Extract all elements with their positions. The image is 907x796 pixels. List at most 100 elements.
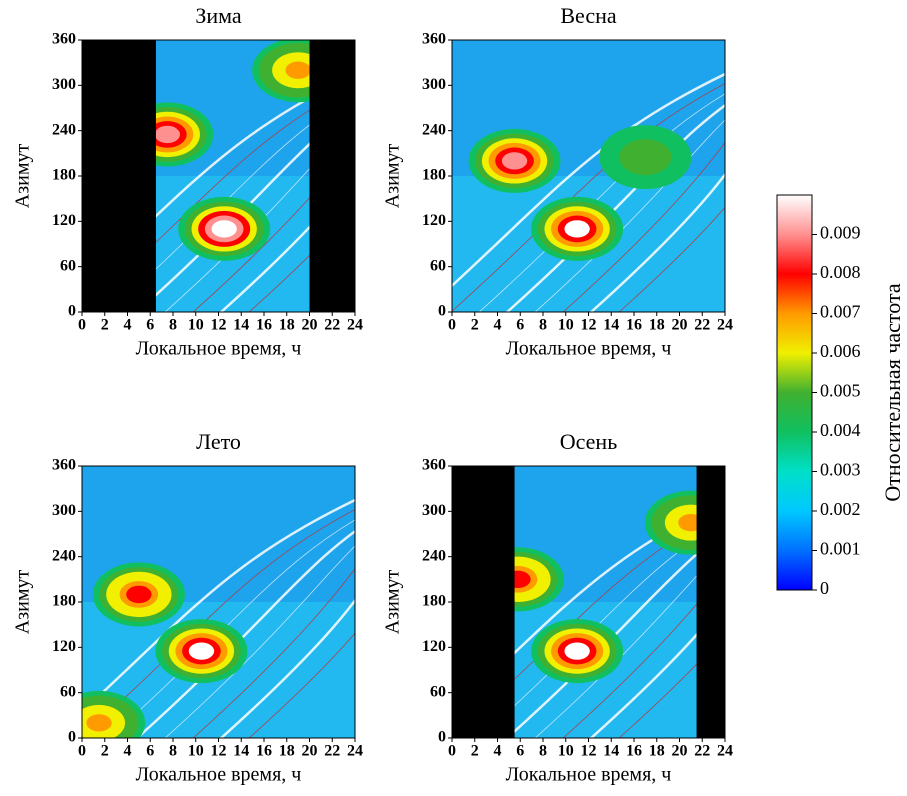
x-tick-label: 4 <box>494 743 502 760</box>
plot-area <box>452 40 725 312</box>
peak <box>126 585 152 604</box>
panel-title: Зима <box>195 3 242 28</box>
contour <box>248 206 355 312</box>
y-tick-label: 360 <box>422 457 446 474</box>
y-tick-label: 300 <box>52 502 76 519</box>
x-tick-label: 8 <box>539 317 547 334</box>
peak <box>154 125 180 144</box>
x-tick-label: 24 <box>717 743 733 760</box>
x-tick-label: 8 <box>539 743 547 760</box>
x-tick-label: 2 <box>101 317 109 334</box>
y-axis-label: Азимут <box>382 570 404 635</box>
x-tick-label: 8 <box>169 743 177 760</box>
contour <box>452 83 725 312</box>
x-tick-label: 24 <box>347 317 363 334</box>
peak <box>285 61 311 79</box>
x-tick-label: 0 <box>78 743 86 760</box>
contour <box>248 632 355 738</box>
y-tick-label: 60 <box>60 257 76 274</box>
panel-title: Весна <box>560 3 617 28</box>
y-tick-label: 120 <box>52 638 76 655</box>
contour <box>192 568 355 738</box>
y-tick-label: 0 <box>68 303 76 320</box>
x-tick-label: 16 <box>626 317 642 334</box>
y-tick-label: 0 <box>438 303 446 320</box>
x-tick-label: 6 <box>146 743 154 760</box>
x-tick-label: 12 <box>211 317 227 334</box>
x-tick-label: 10 <box>188 317 204 334</box>
y-tick-label: 240 <box>52 121 76 138</box>
x-tick-label: 18 <box>649 317 665 334</box>
y-tick-label: 120 <box>422 638 446 655</box>
x-tick-label: 12 <box>581 317 597 334</box>
plot-area <box>82 40 355 312</box>
x-tick-label: 6 <box>516 317 524 334</box>
peak <box>501 152 528 170</box>
x-tick-label: 18 <box>649 743 665 760</box>
x-tick-label: 10 <box>558 743 574 760</box>
x-tick-label: 18 <box>279 317 295 334</box>
x-tick-label: 10 <box>558 317 574 334</box>
panel-title: Лето <box>196 429 241 454</box>
x-tick-label: 12 <box>211 743 227 760</box>
x-tick-label: 0 <box>448 317 456 334</box>
colorbar-tick-label: 0 <box>820 578 829 598</box>
x-tick-label: 14 <box>603 317 619 334</box>
colorbar-tick-label: 0.003 <box>820 460 861 480</box>
x-tick-label: 16 <box>256 317 272 334</box>
x-tick-label: 4 <box>124 317 132 334</box>
colorbar-tick-label: 0.002 <box>820 499 861 519</box>
y-tick-label: 240 <box>422 547 446 564</box>
x-tick-label: 10 <box>188 743 204 760</box>
x-tick-label: 16 <box>256 743 272 760</box>
plot-area <box>82 466 355 738</box>
colorbar-tick-label: 0.004 <box>820 420 861 440</box>
contour <box>452 72 725 288</box>
y-axis-label: Азимут <box>382 144 404 209</box>
peak <box>86 714 112 732</box>
x-tick-label: 14 <box>233 317 249 334</box>
y-tick-label: 60 <box>430 683 446 700</box>
y-tick-label: 0 <box>68 729 76 746</box>
contour <box>618 206 725 312</box>
colorbar-tick-label: 0.005 <box>820 381 861 401</box>
y-tick-label: 360 <box>52 31 76 48</box>
x-tick-label: 20 <box>672 317 688 334</box>
y-tick-label: 300 <box>52 76 76 93</box>
contour <box>534 545 725 738</box>
y-tick-label: 240 <box>422 121 446 138</box>
x-tick-label: 12 <box>581 743 597 760</box>
colorbar-label: Относительная частота <box>880 283 905 501</box>
x-tick-label: 14 <box>233 743 249 760</box>
contour <box>108 519 355 738</box>
contour <box>618 632 725 738</box>
y-tick-label: 60 <box>430 257 446 274</box>
y-tick-label: 240 <box>52 547 76 564</box>
y-axis-label: Азимут <box>12 570 34 635</box>
x-axis-label: Локальное время, ч <box>506 764 672 786</box>
x-tick-label: 22 <box>324 743 340 760</box>
y-tick-label: 360 <box>422 31 446 48</box>
no-data <box>452 466 515 738</box>
x-tick-label: 24 <box>717 317 733 334</box>
no-data <box>82 40 156 312</box>
y-tick-label: 300 <box>422 76 446 93</box>
x-tick-label: 24 <box>347 743 363 760</box>
no-data <box>696 466 725 738</box>
x-axis-label: Локальное время, ч <box>136 338 302 360</box>
y-tick-label: 60 <box>60 683 76 700</box>
x-tick-label: 6 <box>516 743 524 760</box>
y-tick-label: 180 <box>422 593 446 610</box>
y-tick-label: 120 <box>52 212 76 229</box>
x-tick-label: 20 <box>302 317 318 334</box>
colorbar <box>776 194 813 591</box>
contour <box>164 545 355 738</box>
x-tick-label: 14 <box>603 743 619 760</box>
panel-title: Осень <box>560 429 618 454</box>
y-tick-label: 180 <box>52 593 76 610</box>
x-tick-label: 22 <box>694 743 710 760</box>
y-tick-label: 180 <box>422 167 446 184</box>
y-tick-label: 180 <box>52 167 76 184</box>
x-tick-label: 22 <box>324 317 340 334</box>
contour <box>562 142 725 312</box>
